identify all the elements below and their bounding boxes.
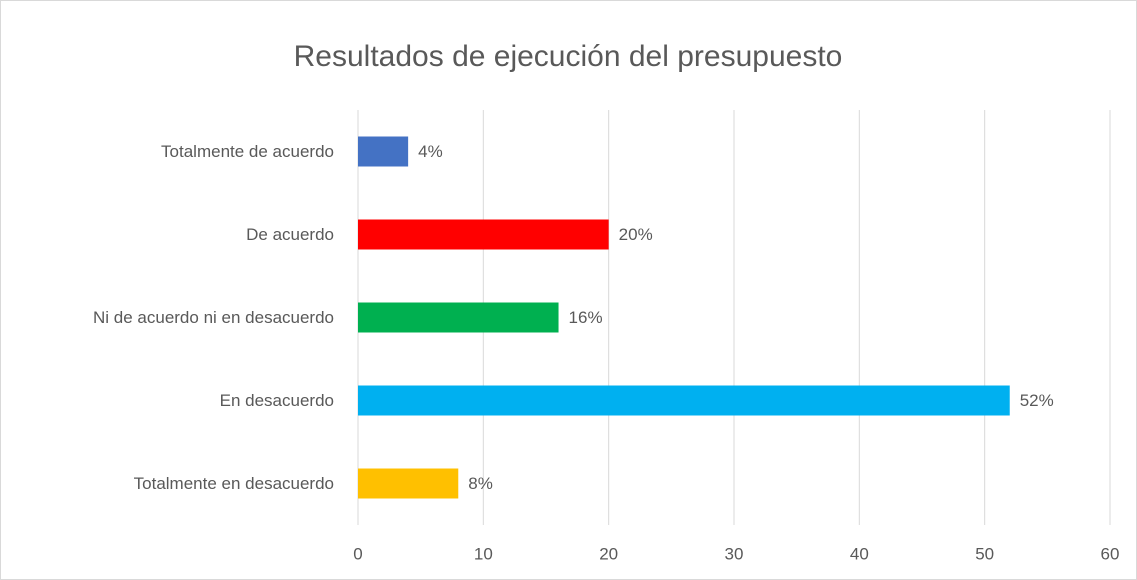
y-tick-label: Totalmente en desacuerdo	[134, 474, 334, 493]
y-tick-label: Totalmente de acuerdo	[161, 142, 334, 161]
x-tick-label: 30	[725, 544, 744, 563]
x-tick-label: 0	[353, 544, 362, 563]
x-tick-label: 10	[474, 544, 493, 563]
x-tick-label: 50	[975, 544, 994, 563]
data-label: 52%	[1020, 391, 1054, 410]
x-tick-label: 40	[850, 544, 869, 563]
y-tick-label: En desacuerdo	[220, 391, 334, 410]
data-label: 20%	[619, 225, 653, 244]
y-tick-label: Ni de acuerdo ni en desacuerdo	[93, 308, 334, 327]
data-label: 8%	[468, 474, 493, 493]
y-tick-label: De acuerdo	[246, 225, 334, 244]
bar	[358, 385, 1010, 416]
bar	[358, 468, 459, 499]
x-tick-label: 20	[599, 544, 618, 563]
chart-title: Resultados de ejecución del presupuesto	[294, 40, 843, 73]
x-tick-label: 60	[1101, 544, 1120, 563]
data-label: 4%	[418, 142, 443, 161]
bar	[358, 302, 559, 333]
bar	[358, 136, 409, 167]
data-label: 16%	[569, 308, 603, 327]
bar	[358, 219, 609, 250]
